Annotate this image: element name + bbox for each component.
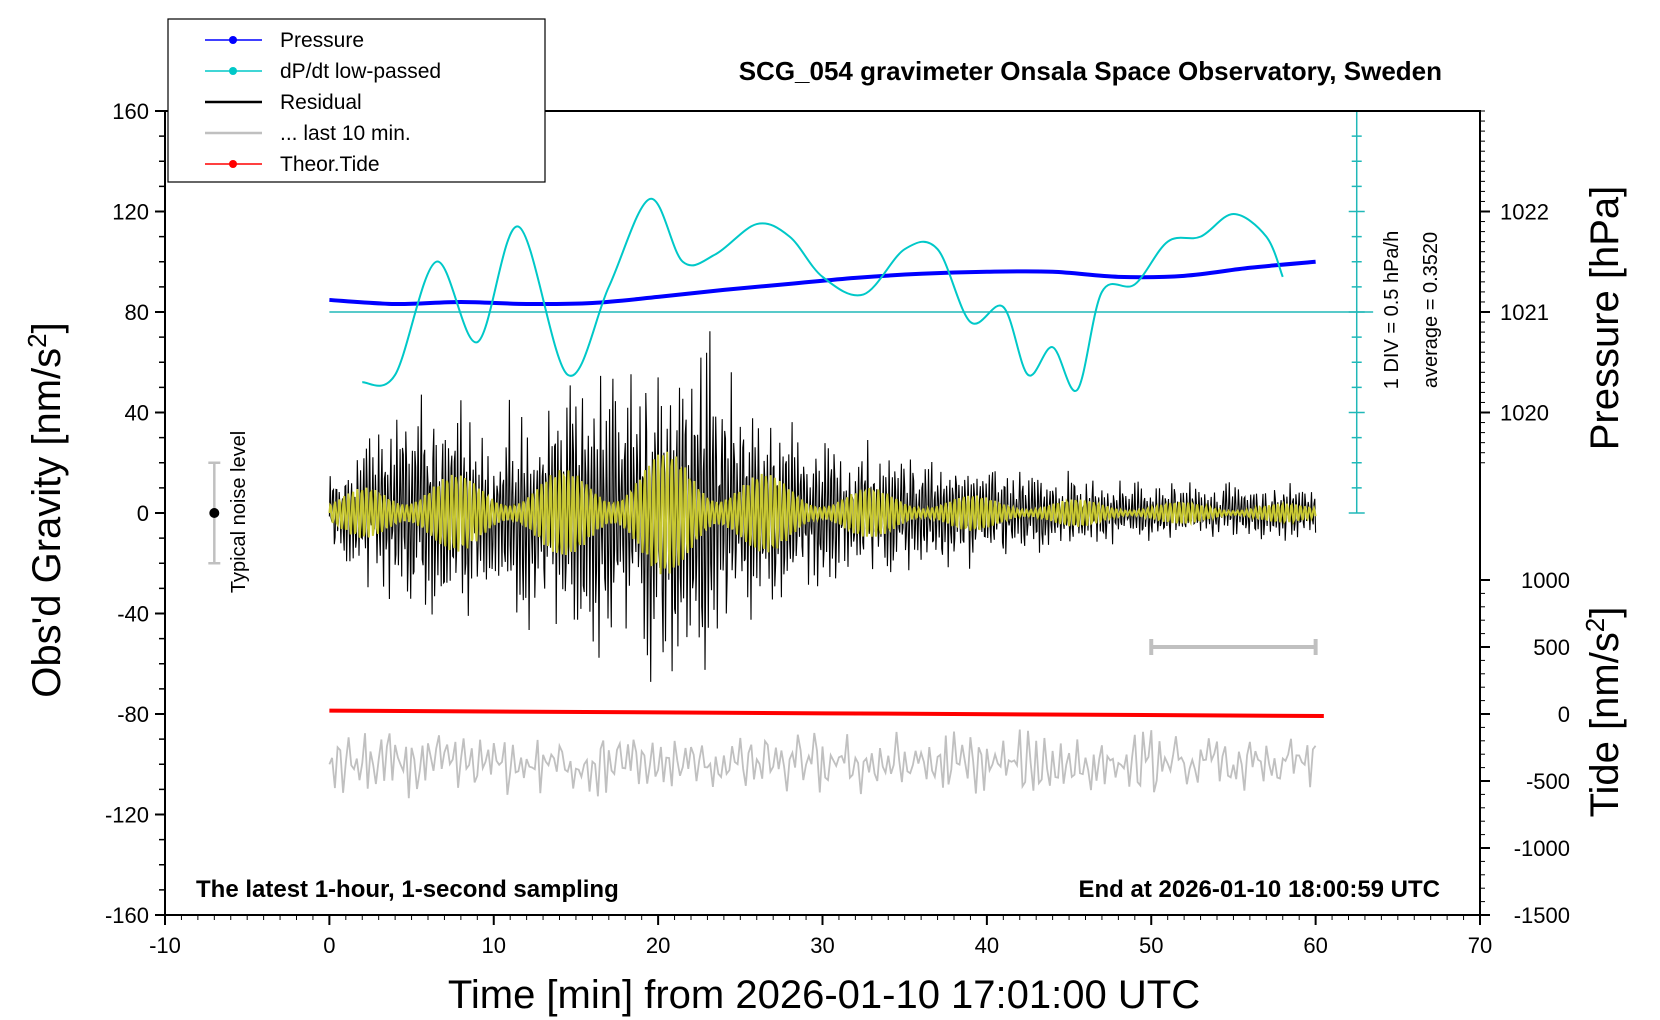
residual-series [328,331,1317,682]
tide-tick-label: 1000 [1521,568,1570,593]
y-tick-label: 80 [125,300,149,325]
y-tick-label: 40 [125,401,149,426]
plot-area [208,110,1374,655]
noise-label: Typical noise level [228,431,250,593]
x-tick-label: 40 [975,933,999,958]
legend-marker [229,160,237,168]
chart-title: SCG_054 gravimeter Onsala Space Observat… [739,56,1442,86]
x-tick-label: 30 [810,933,834,958]
noise-bar-center [209,508,220,518]
x-tick-label: 70 [1468,933,1492,958]
legend-marker [229,67,237,75]
pressure-tick-label: 1020 [1500,401,1549,426]
tide-axis-title: Tide [nm/s2] [1580,607,1627,818]
x-tick-label: 50 [1139,933,1163,958]
x-tick-label: -10 [149,933,181,958]
y-tick-label: 120 [112,200,149,225]
series-layer [328,197,1324,799]
tide-tick-label: -500 [1526,769,1570,794]
tide-axis-title-close: ] [1583,607,1627,618]
y-tick-label: -80 [117,702,149,727]
tide-axis-title-sup: 2 [1580,618,1610,632]
residual-filtered-series [328,451,1317,575]
x-tick-label: 60 [1303,933,1327,958]
legend-label: dP/dt low-passed [280,60,441,83]
y-tick-label: -120 [105,803,149,828]
y-tick-label: -40 [117,602,149,627]
x-tick-label: 10 [482,933,506,958]
tide-tick-label: -1500 [1514,903,1570,928]
pressure-tick-label: 1022 [1500,200,1549,225]
dpdt-series [362,197,1284,392]
tide-axis-title-main: Tide [nm/s [1583,632,1627,817]
legend-marker [229,36,237,44]
tide-series [329,708,1324,719]
pressure-series [329,259,1316,307]
y-tick-label: 160 [112,99,149,124]
y-tick-label: -160 [105,903,149,928]
legend-label: Residual [280,91,362,114]
legend-label: Pressure [280,29,364,52]
y-axis-title: Obs'd Gravity [nm/s2] [22,322,69,698]
x-axis-title: Time [min] from 2026-01-10 17:01:00 UTC [448,973,1200,1017]
x-tick-label: 0 [323,933,335,958]
tide-tick-label: 0 [1558,702,1570,727]
legend-box [167,18,546,183]
x-tick-label: 20 [646,933,670,958]
footer-left: The latest 1-hour, 1-second sampling [196,876,619,903]
y-tick-label: 0 [137,501,149,526]
last-10-min-series [328,729,1317,799]
legend: Pressure dP/dt low-passed Residual ... last… [167,18,546,183]
scale-note: 1 DIV = 0.5 hPa/h [1381,231,1403,389]
tide-tick-label: -1000 [1514,836,1570,861]
legend-label: ... last 10 min. [280,122,411,145]
pressure-tick-label: 1021 [1500,300,1549,325]
y-axis-title-sup: 2 [22,333,52,347]
pressure-axis-title: Pressure [hPa] [1583,186,1627,451]
footer-right: End at 2026-01-10 18:00:59 UTC [1079,876,1441,903]
tide-tick-label: 500 [1533,635,1570,660]
y-axis-title-main: Obs'd Gravity [nm/s [25,348,69,698]
y-axis-title-close: ] [25,322,69,333]
legend-label: Theor.Tide [280,153,380,176]
average-note: average = 0.3520 [1420,232,1442,388]
